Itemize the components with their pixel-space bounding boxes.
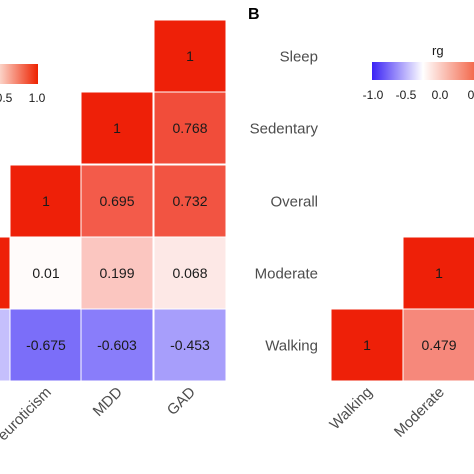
heatmap-b-cell [402, 236, 474, 310]
heatmap-a-cell [80, 236, 154, 310]
legend-a: 0.5 1.0 [0, 64, 46, 105]
heatmap-a-cell [153, 236, 227, 310]
heatmap-b-row-labels: Sleep Sedentary Overall Moderate Walking [250, 49, 319, 355]
heatmap-b-row-label: Sedentary [250, 121, 319, 138]
heatmap-b-column-label: Walking [326, 384, 375, 433]
heatmap-a-column-label: euroticism [0, 384, 55, 444]
heatmap-a-cell [9, 308, 83, 382]
legend-b-title: rg [432, 43, 444, 58]
heatmap-a-cell-label: 1 [42, 193, 50, 209]
heatmap-b-column-label: Moderate [391, 384, 448, 441]
heatmap-a-cell-label: 0.199 [99, 265, 134, 281]
panel-b-letter: B [248, 6, 260, 23]
heatmap-a-cell [153, 91, 227, 165]
heatmap-a-cell [153, 308, 227, 382]
heatmap-a-cell [9, 236, 83, 310]
heatmap-a-cell-label: 0.768 [172, 120, 207, 136]
heatmap-a-cell [0, 236, 12, 310]
heatmap-a-cell-label: -0.603 [97, 337, 137, 353]
heatmap-a-cell [0, 308, 12, 382]
legend-a-colorbar [0, 64, 38, 84]
heatmap-b-cell-label: 1 [435, 265, 443, 281]
heatmap-a-column-labels: euroticism MDD GAD [0, 384, 199, 444]
heatmap-a-cells: 1 1 0.768 1 0.695 0.732 0.01 0.199 0.068 -0.675 -0… [0, 19, 227, 382]
heatmap-b-row-label: Overall [270, 194, 318, 211]
heatmap-b-column-labels: Walking Moderate [326, 384, 447, 441]
heatmap-b-cell-label: 1 [363, 337, 371, 353]
legend-b: rg -1.0 -0.5 0.0 0 [363, 43, 474, 102]
heatmap-b-row-label: Walking [265, 338, 318, 355]
heatmap-a-cell [80, 308, 154, 382]
heatmap-a-cell [80, 164, 154, 238]
heatmap-b-row-label: Moderate [255, 266, 318, 283]
heatmap-a-cell-label: 0.01 [32, 265, 59, 281]
heatmap-a-cell [9, 164, 83, 238]
heatmap-b-cells: 1 1 0.479 [330, 236, 474, 382]
heatmap-a-cell-label: 0.068 [172, 265, 207, 281]
legend-b-tick-label: -1.0 [363, 88, 384, 102]
heatmap-a-cell [80, 91, 154, 165]
legend-a-tick-label: 1.0 [29, 91, 46, 105]
heatmap-a-cell-label: 0.732 [172, 193, 207, 209]
legend-a-tick-label: 0.5 [0, 91, 13, 105]
heatmap-a-cell [153, 19, 227, 93]
heatmap-a-column-label: GAD [164, 384, 199, 419]
heatmap-a-cell-label: -0.675 [26, 337, 66, 353]
heatmap-b-cell-label: 0.479 [421, 337, 456, 353]
heatmap-a-cell-label: -0.453 [170, 337, 210, 353]
heatmap-b-row-label: Sleep [280, 49, 318, 66]
legend-b-tick-label: -0.5 [396, 88, 417, 102]
legend-b-colorbar [372, 62, 474, 80]
heatmap-a-cell-label: 1 [186, 48, 194, 64]
legend-b-tick-label: 0.0 [432, 88, 449, 102]
legend-b-tick-label: 0 [468, 88, 474, 102]
heatmap-a-cell-label: 0.695 [99, 193, 134, 209]
heatmap-b-cell [402, 308, 474, 382]
heatmap-a-column-label: MDD [90, 384, 126, 420]
heatmap-a-cell-label: 1 [113, 120, 121, 136]
